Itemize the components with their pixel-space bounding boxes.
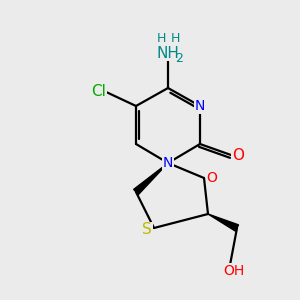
Polygon shape [208, 214, 238, 231]
Text: O: O [207, 171, 218, 185]
Text: N: N [195, 99, 205, 113]
Text: N: N [163, 156, 173, 170]
Text: Cl: Cl [92, 83, 106, 98]
Text: S: S [142, 223, 152, 238]
Polygon shape [134, 163, 168, 195]
Text: NH: NH [157, 46, 179, 61]
Text: OH: OH [224, 264, 244, 278]
Text: H: H [170, 32, 180, 46]
Text: 2: 2 [175, 52, 183, 64]
Text: O: O [232, 148, 244, 163]
Text: H: H [156, 32, 166, 46]
